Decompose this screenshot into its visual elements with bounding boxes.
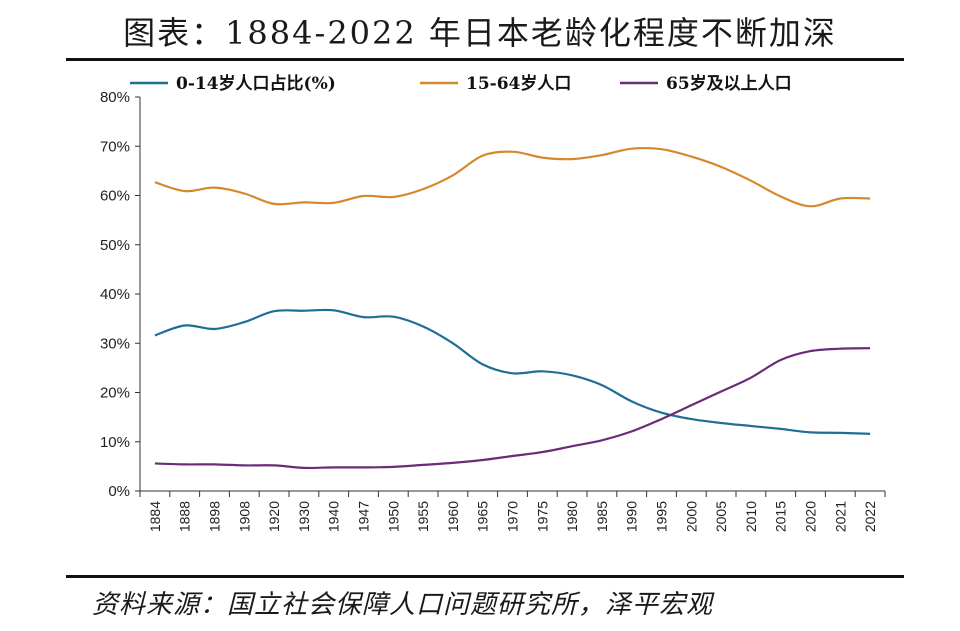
title-divider	[66, 58, 904, 61]
x-tick-label: 1955	[415, 501, 431, 532]
y-tick-label: 40%	[100, 286, 130, 303]
axes: 0% 10% 20% 30% 40% 50% 60% 70% 80% 1884 1888 1898 19…	[100, 89, 886, 532]
x-tick-label: 1985	[594, 501, 610, 532]
y-tick-label: 60%	[100, 188, 130, 205]
y-tick-label: 50%	[100, 237, 130, 254]
x-tick-label: 1930	[296, 501, 312, 532]
source-note: 资料来源：国立社会保障人口问题研究所，泽平宏观	[92, 590, 714, 620]
legend-label-3: 65岁及以上人口	[666, 73, 792, 94]
legend-label-1: 0-14岁人口占比(%)	[176, 73, 336, 94]
x-tick-label: 2022	[862, 501, 878, 532]
y-tick-label: 30%	[100, 335, 130, 352]
y-tick-label: 20%	[100, 385, 130, 402]
chart-title: 图表：1884-2022 年日本老龄化程度不断加深	[123, 14, 837, 52]
line-chart: 0-14岁人口占比(%) 15-64岁人口 65岁及以上人口 0% 10% 20% 30%…	[100, 73, 886, 532]
x-tick-label: 2000	[683, 501, 699, 532]
x-tick-label: 1884	[147, 501, 163, 532]
y-tick-label: 10%	[100, 434, 130, 451]
x-tick-label: 1920	[266, 501, 282, 532]
series-line-3	[154, 347, 871, 470]
x-tick-label: 2021	[832, 501, 848, 532]
legend: 0-14岁人口占比(%) 15-64岁人口 65岁及以上人口	[130, 73, 792, 94]
x-tick-label: 1995	[654, 501, 670, 532]
source-divider	[66, 575, 904, 578]
x-tick-label: 1898	[207, 501, 223, 532]
x-tick-label: 2020	[803, 501, 819, 532]
x-tick-label: 1940	[326, 501, 342, 532]
x-tick-label: 2015	[773, 501, 789, 532]
series-line-2	[154, 146, 871, 208]
x-tick-label: 1970	[505, 501, 521, 532]
series-line-1	[154, 308, 871, 435]
x-tick-label: 1965	[475, 501, 491, 532]
x-tick-label: 2005	[713, 501, 729, 532]
legend-label-2: 15-64岁人口	[466, 73, 571, 94]
x-tick-label: 1960	[445, 501, 461, 532]
series-lines	[154, 146, 871, 470]
x-tick-label: 1950	[385, 501, 401, 532]
x-tick-label: 1975	[534, 501, 550, 532]
x-tick-label: 1980	[564, 501, 580, 532]
y-tick-label: 80%	[100, 89, 130, 106]
x-tick-label: 1947	[356, 501, 372, 532]
y-tick-label: 0%	[108, 483, 130, 500]
x-tick-label: 1990	[624, 501, 640, 532]
x-tick-label: 1888	[177, 501, 193, 532]
y-tick-label: 70%	[100, 138, 130, 155]
x-tick-label: 2010	[743, 501, 759, 532]
x-tick-label: 1908	[236, 501, 252, 532]
